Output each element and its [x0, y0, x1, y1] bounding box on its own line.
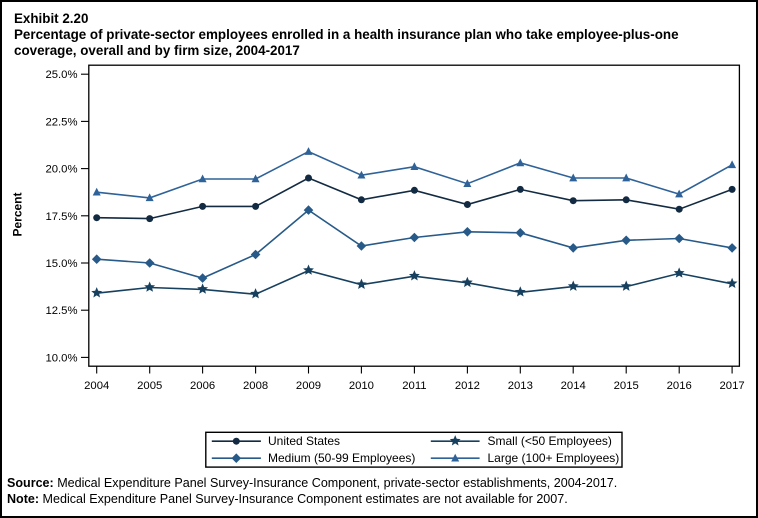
svg-text:2012: 2012 [455, 380, 480, 392]
svg-text:2014: 2014 [561, 380, 586, 392]
svg-text:2009: 2009 [296, 380, 321, 392]
svg-text:20.0%: 20.0% [45, 164, 77, 176]
svg-text:15.0%: 15.0% [45, 258, 77, 270]
svg-text:2004: 2004 [84, 380, 109, 392]
svg-text:2006: 2006 [190, 380, 215, 392]
svg-text:Large (100+ Employees): Large (100+ Employees) [488, 451, 620, 465]
svg-text:Small (<50 Employees): Small (<50 Employees) [488, 434, 612, 448]
svg-text:25.0%: 25.0% [45, 69, 77, 81]
svg-text:12.5%: 12.5% [45, 305, 77, 317]
svg-text:Percent: Percent [11, 192, 25, 236]
svg-text:Medium (50-99 Employees): Medium (50-99 Employees) [268, 451, 415, 465]
svg-text:2017: 2017 [720, 380, 745, 392]
svg-text:2011: 2011 [402, 380, 426, 392]
svg-text:22.5%: 22.5% [45, 116, 77, 128]
svg-text:2013: 2013 [508, 380, 533, 392]
svg-text:2016: 2016 [667, 380, 692, 392]
svg-text:2010: 2010 [349, 380, 374, 392]
svg-text:2008: 2008 [243, 380, 268, 392]
svg-text:2015: 2015 [614, 380, 639, 392]
svg-text:United States: United States [268, 434, 340, 448]
svg-text:17.5%: 17.5% [45, 211, 77, 223]
svg-text:10.0%: 10.0% [45, 352, 77, 364]
svg-text:2005: 2005 [137, 380, 162, 392]
